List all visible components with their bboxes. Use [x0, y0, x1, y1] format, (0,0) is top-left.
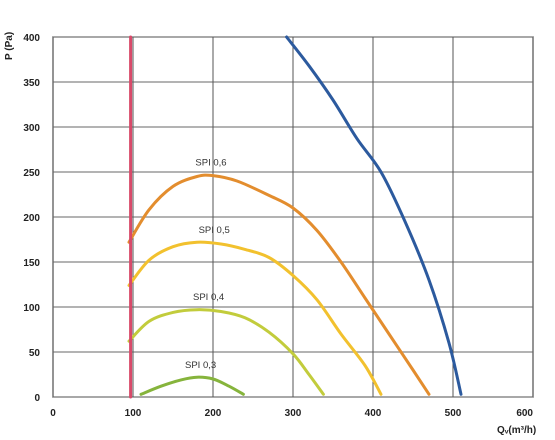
- x-axis-title: Qᵥ(m³/h): [497, 425, 536, 436]
- curve-label: SPI 0,6: [195, 158, 226, 169]
- series-line-0: [127, 173, 431, 396]
- y-axis-title: P (Pa): [4, 32, 15, 60]
- series-line-4: [285, 35, 463, 396]
- x-tick-label: 0: [50, 408, 56, 419]
- curve-label: SPI 0,3: [185, 360, 216, 371]
- series-line-2: [127, 308, 325, 396]
- y-tick-label: 200: [23, 213, 40, 224]
- series-line-1: [127, 240, 383, 396]
- x-tick-label: 500: [445, 408, 462, 419]
- y-tick-label: 0: [34, 393, 40, 404]
- x-tick-label: 400: [365, 408, 382, 419]
- curve-labels: SPI 0,6 SPI 0,5 SPI 0,4 SPI 0,3: [185, 158, 230, 372]
- grid: [52, 36, 534, 398]
- y-tick-label: 50: [29, 348, 41, 359]
- x-tick-label: 100: [125, 408, 142, 419]
- x-tick-label: 200: [205, 408, 222, 419]
- y-tick-label: 150: [23, 258, 40, 269]
- tick-labels: 0 50 100 150 200 250 300 350 400 0 100 200 300 400 500…: [23, 33, 533, 419]
- series-group: [127, 35, 463, 399]
- series-line-3: [139, 375, 245, 396]
- y-tick-label: 250: [23, 168, 40, 179]
- y-tick-label: 300: [23, 123, 40, 134]
- y-tick-label: 100: [23, 303, 40, 314]
- curve-label: SPI 0,5: [199, 225, 230, 236]
- x-tick-label: 600: [516, 408, 533, 419]
- x-tick-label: 300: [285, 408, 302, 419]
- y-tick-label: 350: [23, 78, 40, 89]
- curve-label: SPI 0,4: [193, 292, 224, 303]
- y-tick-label: 400: [23, 33, 40, 44]
